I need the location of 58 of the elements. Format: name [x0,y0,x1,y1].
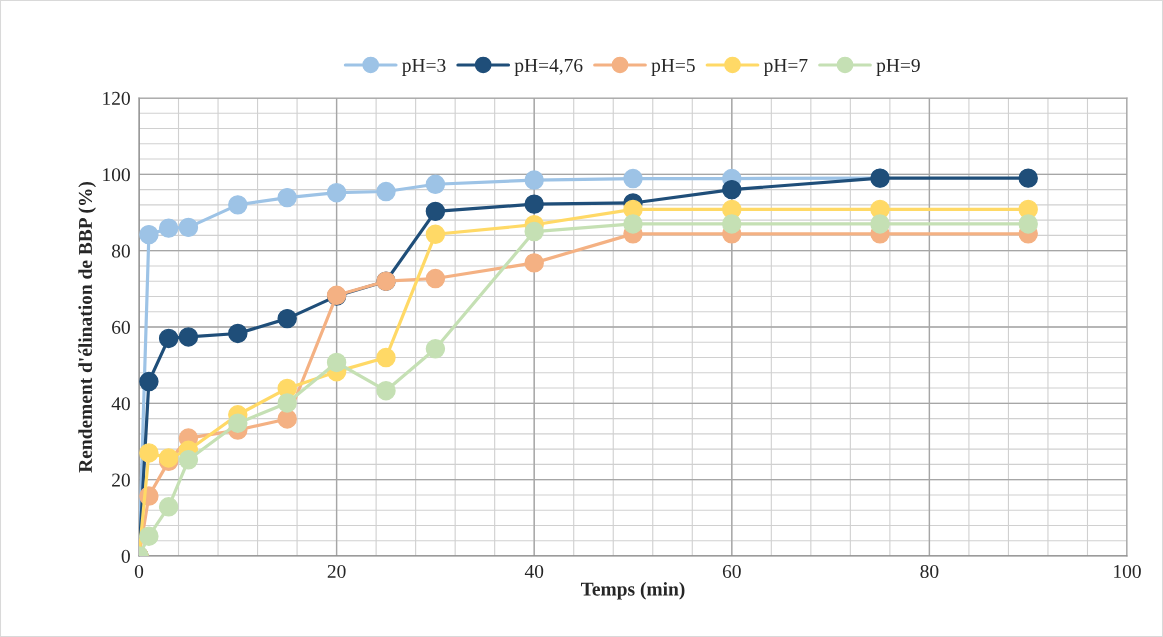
point [870,214,890,234]
point [623,214,643,234]
point [1018,214,1038,234]
point [139,224,159,245]
point [139,371,159,392]
point [425,339,446,359]
point [425,201,446,222]
point [524,253,544,273]
point [722,214,742,234]
y-tick-label: 0 [121,549,130,563]
point [376,381,396,401]
point [139,526,159,546]
point [326,182,347,203]
point [524,194,544,214]
x-tick-label: 40 [524,564,544,579]
point [623,168,643,189]
y-tick-label: 60 [112,320,130,334]
x-tick-label: 60 [722,564,741,579]
y-axis-title: Rendement d'élination de BBP (%) [78,182,96,473]
point [277,393,297,413]
x-axis-title: Temps (min) [580,581,685,600]
legend-label: pH=4,76 [514,58,583,76]
legend-label: pH=9 [876,58,920,76]
point [158,497,179,517]
y-tick-label: 20 [112,473,130,487]
point [425,224,446,244]
point [277,308,297,329]
point [228,413,248,433]
x-tick-label: 0 [134,564,144,579]
y-tick-label: 100 [103,168,130,182]
point [158,328,179,349]
point [178,450,199,470]
point [326,352,347,373]
point [139,443,159,463]
x-tick-label: 80 [920,564,939,579]
point [524,170,544,190]
point [722,179,742,200]
y-tick-label: 120 [103,91,130,105]
point [178,327,199,347]
point [376,347,396,368]
point [376,181,396,202]
point [277,409,297,429]
legend-label: pH=3 [402,58,446,76]
point [425,174,446,194]
point [277,187,297,208]
y-tick-label: 40 [111,397,130,411]
point [178,217,199,238]
x-tick-label: 20 [327,564,346,579]
x-tick-label: 100 [1114,564,1141,579]
y-tick-label: 80 [111,244,130,258]
point [228,195,248,215]
point [425,268,446,289]
legend-label: pH=5 [651,59,695,76]
legend-label: pH=7 [763,59,808,76]
point [228,323,248,344]
point [158,218,179,238]
point [524,221,544,242]
point [1018,168,1038,188]
